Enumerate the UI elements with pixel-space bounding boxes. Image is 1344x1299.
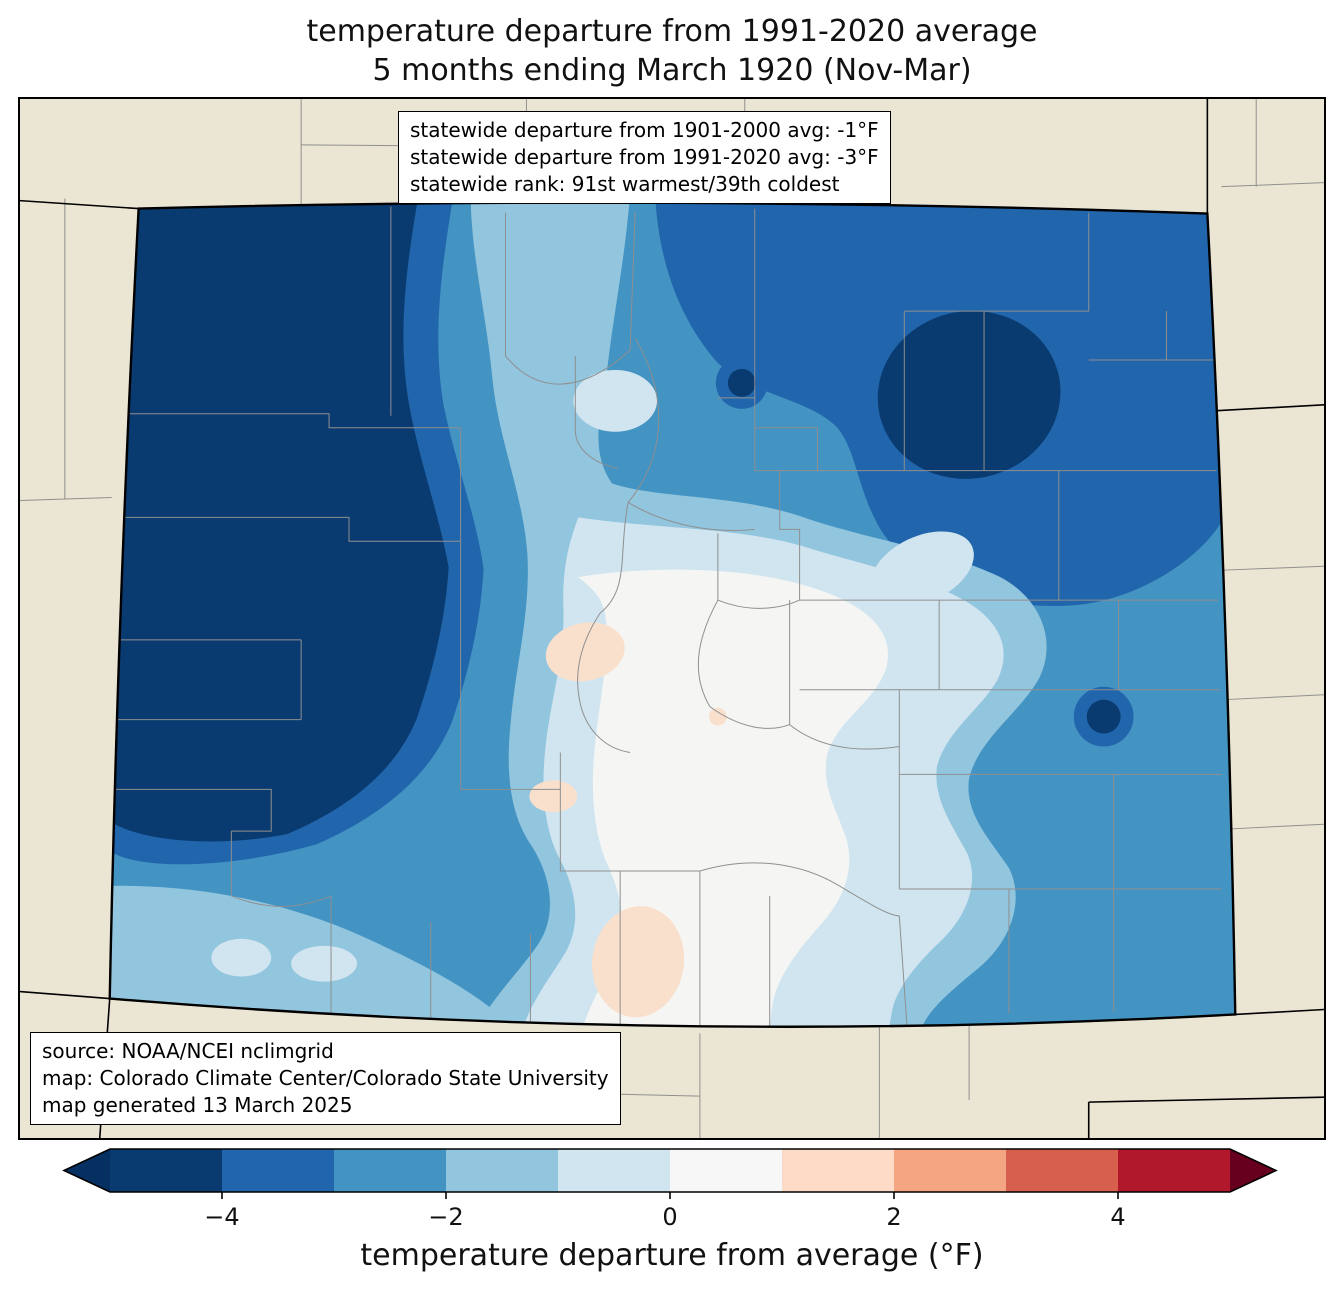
map-credit-line: map: Colorado Climate Center/Colorado St… [42,1066,609,1090]
contour-swspot2-neg1to0 [291,945,357,982]
colorbar-seg-7 [894,1149,1006,1192]
colorbar-left-arrow [64,1149,110,1192]
colorbar-seg-3 [446,1149,558,1192]
colorbar-axis-label: temperature departure from average (°F) [360,1238,984,1273]
source-line: source: NOAA/NCEI nclimgrid [42,1039,334,1063]
colorbar-seg-4 [558,1149,670,1192]
colorbar-seg-2 [334,1149,446,1192]
colorbar-right-arrow [1230,1149,1276,1192]
contour-spot-core-north [727,368,756,397]
county-boundaries [111,206,1222,1027]
colorbar-seg-8 [1006,1149,1118,1192]
stats-line-1991-2020: statewide departure from 1991-2020 avg: … [410,145,879,169]
colorbar-seg-5 [670,1149,782,1192]
contour-warmspot3 [592,906,685,1018]
colorbar-tick-neg2: −2 [428,1203,464,1231]
colorbar-seg-0 [110,1149,222,1192]
colorbar-seg-1 [222,1149,334,1192]
colorbar-tick-4: 4 [1110,1203,1126,1231]
colorbar [0,1147,1344,1207]
contour-warmspot4 [708,707,727,726]
colorbar-tick-0: 0 [662,1203,678,1231]
contour-northpatch-neg1to0 [573,369,658,432]
figure-title: temperature departure from 1991-2020 ave… [0,12,1344,90]
colorbar-seg-6 [782,1149,894,1192]
colorbar-tick-2: 2 [886,1203,902,1231]
contour-swspot1-neg1to0 [211,938,272,977]
contour-streak-neg1to0 [870,531,974,607]
figure-title-line2: 5 months ending March 1920 (Nov-Mar) [372,53,972,88]
stats-line-1901-2000: statewide departure from 1901-2000 avg: … [410,118,879,142]
contour-northeast-neg5to4 [877,310,1061,479]
stats-line-rank: statewide rank: 91st warmest/39th coldes… [410,172,840,196]
colorado-map-svg [20,99,1324,1138]
colorbar-tick-neg4: −4 [204,1203,240,1231]
state-border [108,201,1237,1028]
generated-line: map generated 13 March 2025 [42,1093,353,1117]
contour-spot-core-southeast [1086,699,1121,734]
figure-title-line1: temperature departure from 1991-2020 ave… [306,14,1038,49]
contour-warmspot2 [529,780,578,813]
map-panel: statewide departure from 1901-2000 avg: … [18,97,1326,1140]
contour-fills [109,202,1236,1027]
stats-box: statewide departure from 1901-2000 avg: … [398,111,891,204]
colorbar-outline [62,1148,1278,1193]
colorbar-svg [62,1148,1278,1199]
source-box: source: NOAA/NCEI nclimgrid map: Colorad… [30,1032,621,1125]
colorbar-tickmarks [221,1192,1119,1199]
contour-warmspot1 [545,622,625,682]
colorbar-seg-9 [1118,1149,1230,1192]
